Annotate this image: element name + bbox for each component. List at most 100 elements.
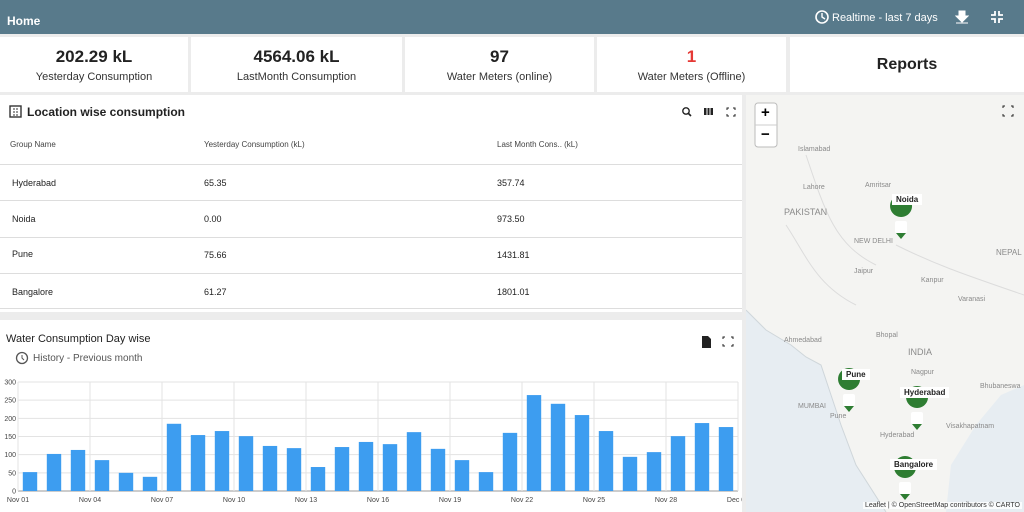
- map-place: Pune: [830, 413, 847, 420]
- cell: 1801.01: [497, 287, 530, 297]
- zoom-control[interactable]: [754, 102, 778, 148]
- bar: [310, 467, 326, 491]
- y-tick-label: 300: [4, 380, 16, 387]
- table-tools[interactable]: [681, 106, 737, 118]
- x-tick-label: Dec 01: [727, 497, 742, 504]
- table-panel: Location wise consumption Group Name Yes…: [0, 95, 742, 312]
- map-place: NEW DELHI: [854, 238, 893, 245]
- kpi-card: 1 Water Meters (Offline): [597, 37, 786, 92]
- map-place: Lahore: [803, 184, 825, 191]
- download-icon[interactable]: [955, 10, 969, 24]
- map-place: Jaipur: [854, 268, 874, 275]
- bar: [334, 447, 350, 491]
- bar: [694, 423, 710, 491]
- bar: [70, 449, 86, 491]
- marker-label: Noida: [892, 194, 923, 205]
- y-tick-label: 0: [12, 489, 16, 496]
- x-tick-label: Nov 04: [79, 497, 101, 504]
- y-tick-label: 150: [4, 434, 16, 441]
- map-place: Amritsar: [865, 182, 892, 189]
- cell: 65.35: [204, 178, 227, 188]
- reports-label[interactable]: Reports: [876, 56, 938, 73]
- kpi-card: 4564.06 kL LastMonth Consumption: [191, 37, 402, 92]
- cell: Bangalore: [12, 287, 54, 297]
- map-place: INDIA: [908, 347, 933, 357]
- bar: [622, 456, 638, 491]
- bar: [478, 472, 494, 491]
- kpi-value: 202.29 kL: [55, 47, 133, 66]
- column-header[interactable]: Last Month Cons.. (kL): [497, 140, 578, 149]
- bar: [190, 435, 206, 491]
- x-tick-label: Nov 19: [439, 497, 461, 504]
- bar: [550, 403, 566, 491]
- bar: [46, 453, 62, 491]
- bar: [574, 415, 590, 491]
- bar: [406, 432, 422, 491]
- cell: Pune: [12, 249, 34, 259]
- bar: [166, 423, 182, 491]
- chart-panel: Water Consumption Day wise History - Pre…: [0, 320, 742, 512]
- row-divider: [0, 273, 742, 274]
- marker-label: Bangalore: [890, 459, 938, 470]
- map-place: Nagpur: [911, 369, 934, 376]
- bar-chart: 0 50 100 150 200 250 300 Nov 01 Nov 04 Nov 07 Nov …: [4, 380, 742, 505]
- y-tick-label: 100: [4, 452, 16, 459]
- map-place: Bhopal: [876, 332, 898, 339]
- history-icon: [15, 351, 29, 365]
- cell: 973.50: [497, 214, 525, 224]
- bar: [94, 460, 110, 491]
- kpi-value: 4564.06 kL: [253, 47, 340, 66]
- column-header[interactable]: Group Name: [10, 140, 56, 149]
- marker-label: Pune: [842, 369, 870, 380]
- zoom-in[interactable]: +: [761, 104, 770, 121]
- row-divider: [0, 164, 742, 165]
- fullscreen-icon[interactable]: [1002, 105, 1014, 117]
- map-attribution[interactable]: Leaflet | © OpenStreetMap contributors ©…: [862, 502, 1022, 509]
- x-tick-label: Nov 13: [295, 497, 317, 504]
- compress-icon[interactable]: [990, 10, 1004, 24]
- cell: 61.27: [204, 287, 227, 297]
- map-place: Kanpur: [921, 277, 944, 284]
- x-tick-label: Nov 01: [7, 497, 29, 504]
- x-tick-label: Nov 22: [511, 497, 533, 504]
- table-title: Location wise consumption: [27, 105, 186, 119]
- bar: [598, 431, 614, 491]
- chart-tools[interactable]: [701, 336, 741, 348]
- bar: [358, 441, 374, 491]
- clock-icon: [815, 10, 829, 24]
- reports-card[interactable]: Reports: [790, 37, 1024, 92]
- kpi-label: Water Meters (Offline): [637, 71, 746, 83]
- header: Home Realtime - last 7 days: [0, 0, 1024, 34]
- kpi-card: 202.29 kL Yesterday Consumption: [0, 37, 188, 92]
- cell: Noida: [12, 214, 36, 224]
- bar: [262, 445, 278, 491]
- map-place: Varanasi: [958, 296, 986, 303]
- kpi-value: 1: [686, 47, 697, 66]
- column-header[interactable]: Yesterday Consumption (kL): [204, 140, 305, 149]
- bar: [382, 444, 398, 491]
- bar: [238, 436, 254, 491]
- kpi-label: Yesterday Consumption: [35, 71, 153, 83]
- chart-subtitle: History - Previous month: [33, 353, 143, 364]
- cell: Hyderabad: [12, 178, 57, 188]
- cell: 1431.81: [497, 250, 530, 260]
- map-place: Visakhapatnam: [946, 423, 995, 430]
- bar: [646, 452, 662, 491]
- map-place: Ahmedabad: [784, 337, 822, 344]
- map-place: MUMBAI: [798, 403, 826, 410]
- bar: [526, 395, 542, 491]
- zoom-out[interactable]: −: [761, 126, 770, 143]
- map-shapes: [746, 102, 1024, 512]
- header-title: Home: [7, 14, 41, 28]
- bar: [670, 436, 686, 491]
- map[interactable]: + − Islamabad Lahore Amritsar PAKISTAN N…: [746, 95, 1024, 512]
- row-divider: [0, 200, 742, 201]
- bar: [502, 432, 518, 491]
- bar: [214, 431, 230, 491]
- bar: [718, 427, 734, 491]
- cell: 357.74: [497, 178, 525, 188]
- kpi-value: 97: [490, 47, 509, 66]
- bar: [22, 472, 38, 491]
- time-range[interactable]: Realtime - last 7 days: [832, 12, 938, 24]
